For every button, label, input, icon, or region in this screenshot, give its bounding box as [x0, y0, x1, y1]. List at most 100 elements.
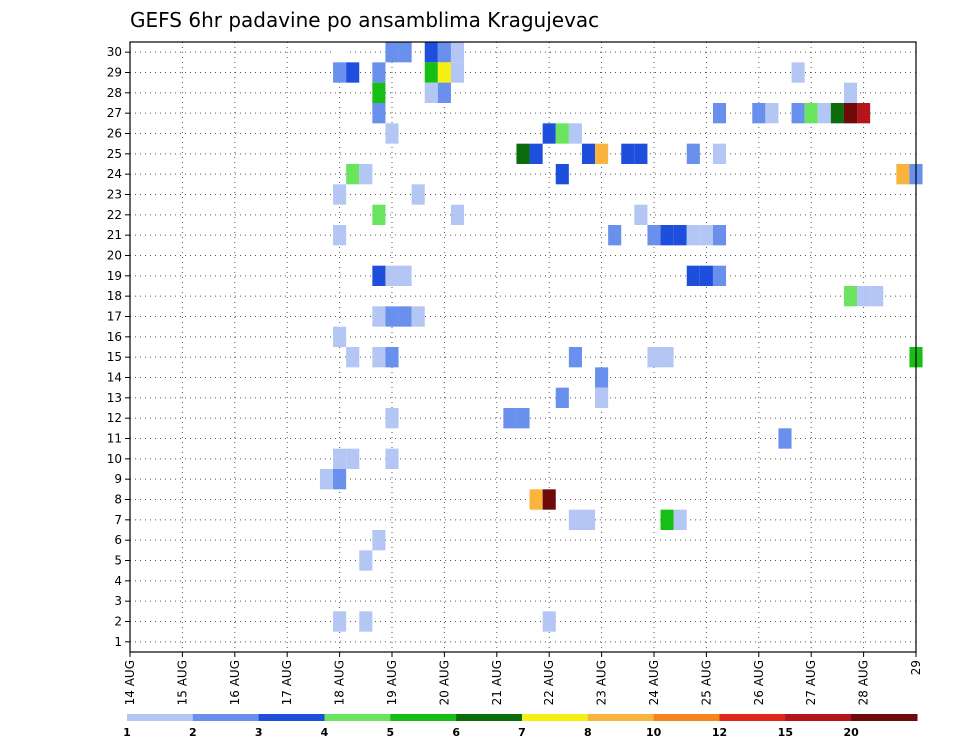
precip-cell	[595, 387, 609, 408]
x-tick-label: 27 AUG	[804, 660, 818, 705]
legend-label: 15	[778, 726, 793, 739]
precip-cell	[843, 82, 858, 103]
x-tick-label: 20 AUG	[437, 660, 451, 705]
precip-cell	[568, 509, 582, 530]
precip-cell	[568, 123, 582, 144]
precip-cell	[372, 103, 386, 124]
precip-cell	[529, 489, 543, 510]
y-tick-label: 13	[107, 391, 122, 405]
precip-cell	[372, 306, 386, 327]
legend-label: 4	[321, 726, 329, 739]
x-tick-label: 28 AUG	[857, 660, 871, 705]
y-tick-label: 9	[114, 472, 122, 486]
precip-cell	[857, 103, 871, 124]
y-tick-label: 27	[107, 106, 122, 120]
x-tick-label: 19 AUG	[385, 660, 399, 705]
y-tick-label: 25	[107, 147, 122, 161]
x-tick-label: 26 AUG	[752, 660, 766, 705]
precip-cell	[843, 286, 858, 307]
x-tick-label: 15 AUG	[175, 660, 189, 705]
x-tick-label: 29	[909, 660, 923, 675]
x-tick-label: 21 AUG	[490, 660, 504, 705]
precip-cell	[857, 286, 871, 307]
precip-cell	[686, 225, 700, 246]
precip-cell	[843, 103, 858, 124]
y-tick-label: 5	[114, 554, 122, 568]
precip-cell	[581, 143, 596, 164]
precip-cell	[333, 469, 347, 490]
precip-cell	[712, 103, 727, 124]
precip-cell	[516, 408, 530, 429]
precip-cell	[385, 306, 399, 327]
x-tick-label: 25 AUG	[699, 660, 713, 705]
precip-cell	[712, 143, 727, 164]
precip-cell	[346, 347, 360, 368]
precip-cell	[346, 164, 360, 185]
precip-cell	[359, 164, 373, 185]
legend-color-swatch	[324, 714, 391, 721]
legend-color-swatch	[851, 714, 918, 721]
y-tick-label: 29	[107, 66, 122, 80]
precip-cell	[424, 62, 438, 83]
precip-cell	[699, 265, 713, 286]
precip-cell	[359, 611, 373, 632]
legend-color-swatch	[785, 714, 852, 721]
y-tick-label: 21	[107, 228, 122, 242]
y-tick-label: 1	[114, 635, 122, 649]
y-tick-label: 19	[107, 269, 122, 283]
precip-cell	[595, 143, 609, 164]
precip-cell	[333, 611, 347, 632]
legend-color-swatch	[719, 714, 786, 721]
chart-title: GEFS 6hr padavine po ansamblima Kragujev…	[130, 8, 599, 32]
precip-cell	[424, 82, 438, 103]
x-tick-label: 16 AUG	[228, 660, 242, 705]
precip-cell	[555, 387, 569, 408]
precip-cell	[555, 164, 569, 185]
precip-cell	[647, 347, 661, 368]
y-axis: 1234567891011121314151617181920212223242…	[107, 45, 130, 649]
precip-cell	[450, 204, 465, 225]
y-tick-label: 26	[107, 127, 122, 141]
precip-cell	[817, 103, 831, 124]
legend-color-swatch	[390, 714, 457, 721]
precip-cell	[450, 62, 465, 83]
precip-cell	[542, 123, 556, 144]
precip-cell	[634, 143, 648, 164]
precip-cell	[673, 509, 687, 530]
precip-cell	[686, 143, 700, 164]
y-tick-label: 30	[107, 45, 122, 59]
precip-cell	[581, 509, 596, 530]
precip-cell	[411, 184, 425, 205]
x-tick-label: 18 AUG	[333, 660, 347, 705]
precip-cell	[608, 225, 622, 246]
precip-cell	[542, 489, 556, 510]
precip-cell	[346, 62, 360, 83]
x-tick-label: 22 AUG	[542, 660, 556, 705]
precip-cell	[437, 82, 451, 103]
precip-cell	[647, 225, 661, 246]
y-tick-label: 4	[114, 574, 122, 588]
precip-cell	[686, 265, 700, 286]
y-tick-label: 28	[107, 86, 122, 100]
legend-label: 10	[646, 726, 662, 739]
precip-cell	[385, 408, 399, 429]
precip-cell	[830, 103, 844, 124]
precip-cell	[870, 286, 884, 307]
precip-cell	[568, 347, 582, 368]
y-tick-label: 17	[107, 310, 122, 324]
precip-cell	[437, 62, 451, 83]
precip-cell	[333, 42, 347, 63]
precip-cell	[437, 42, 451, 63]
precip-cell	[398, 265, 412, 286]
precip-cell	[372, 62, 386, 83]
legend-label: 5	[387, 726, 395, 739]
precipitation-cells	[319, 42, 923, 632]
precip-cell	[804, 103, 818, 124]
precip-cell	[621, 143, 635, 164]
legend-label: 8	[584, 726, 592, 739]
y-tick-label: 23	[107, 188, 122, 202]
precip-cell	[411, 306, 425, 327]
legend-color-swatch	[587, 714, 655, 721]
precip-cell	[372, 82, 386, 103]
